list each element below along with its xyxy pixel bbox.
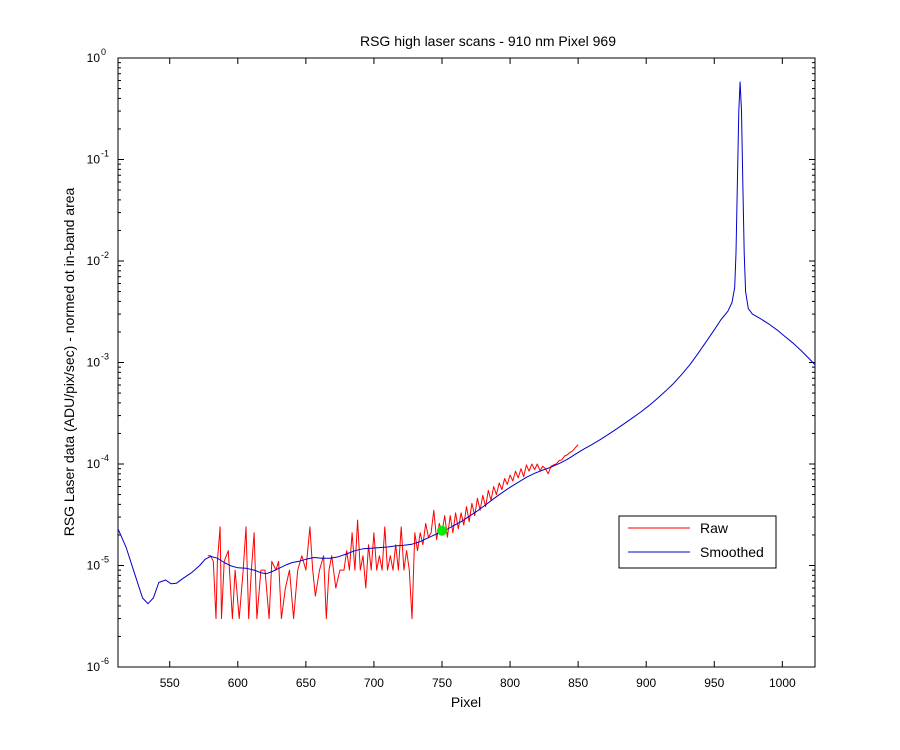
chart-title: RSG high laser scans - 910 nm Pixel 969 xyxy=(360,33,616,49)
x-tick-label: 700 xyxy=(364,676,384,690)
x-tick-label: 850 xyxy=(568,676,588,690)
y-tick-base: 10 xyxy=(87,153,101,167)
series-line-smoothed xyxy=(117,81,816,605)
legend-label-raw: Raw xyxy=(700,520,729,536)
y-tick-exponent: 0 xyxy=(101,47,106,57)
y-tick-base: 10 xyxy=(87,51,101,65)
x-tick-label: 600 xyxy=(228,676,248,690)
y-tick-label: 10 xyxy=(87,457,101,471)
series-layer xyxy=(117,81,816,620)
plot-area xyxy=(117,57,816,668)
x-axis-label: Pixel xyxy=(451,694,481,710)
y-tick-base: 10 xyxy=(87,660,101,674)
y-tick-exponent: -3 xyxy=(101,352,109,362)
x-tick-label: 750 xyxy=(432,676,452,690)
x-tick-label: 1000 xyxy=(769,676,796,690)
legend: Raw Smoothed xyxy=(618,515,777,569)
y-tick-exponent: -1 xyxy=(101,149,109,159)
y-tick-label: 10 xyxy=(87,51,101,65)
x-tick-label: 550 xyxy=(160,676,180,690)
y-tick-label: 10 xyxy=(87,660,101,674)
y-tick-exponent: -6 xyxy=(101,656,109,666)
y-tick-label: 10 xyxy=(87,356,101,370)
y-tick-label: 10 xyxy=(87,559,101,573)
x-tick-label: 900 xyxy=(636,676,656,690)
y-axis-label: RSG Laser data (ADU/pix/sec) - normed ot… xyxy=(61,187,77,536)
highlight-marker xyxy=(436,525,447,536)
legend-label-smoothed: Smoothed xyxy=(700,544,764,560)
y-tick-exponent: -5 xyxy=(101,555,109,565)
y-tick-base: 10 xyxy=(87,457,101,471)
x-tick-label: 650 xyxy=(296,676,316,690)
x-axis-ticks: 550 600 650 700 750 800 850 900 950 1000 xyxy=(160,58,796,690)
y-tick-base: 10 xyxy=(87,356,101,370)
y-tick-base: 10 xyxy=(87,559,101,573)
legend-box xyxy=(618,515,777,569)
series-line-raw xyxy=(207,444,579,620)
y-tick-label: 10 xyxy=(87,254,101,268)
y-tick-label: 10 xyxy=(87,153,101,167)
x-tick-label: 950 xyxy=(704,676,724,690)
y-tick-exponent: -4 xyxy=(101,453,109,463)
x-tick-label: 800 xyxy=(500,676,520,690)
y-tick-exponent: -2 xyxy=(101,250,109,260)
y-tick-base: 10 xyxy=(87,254,101,268)
